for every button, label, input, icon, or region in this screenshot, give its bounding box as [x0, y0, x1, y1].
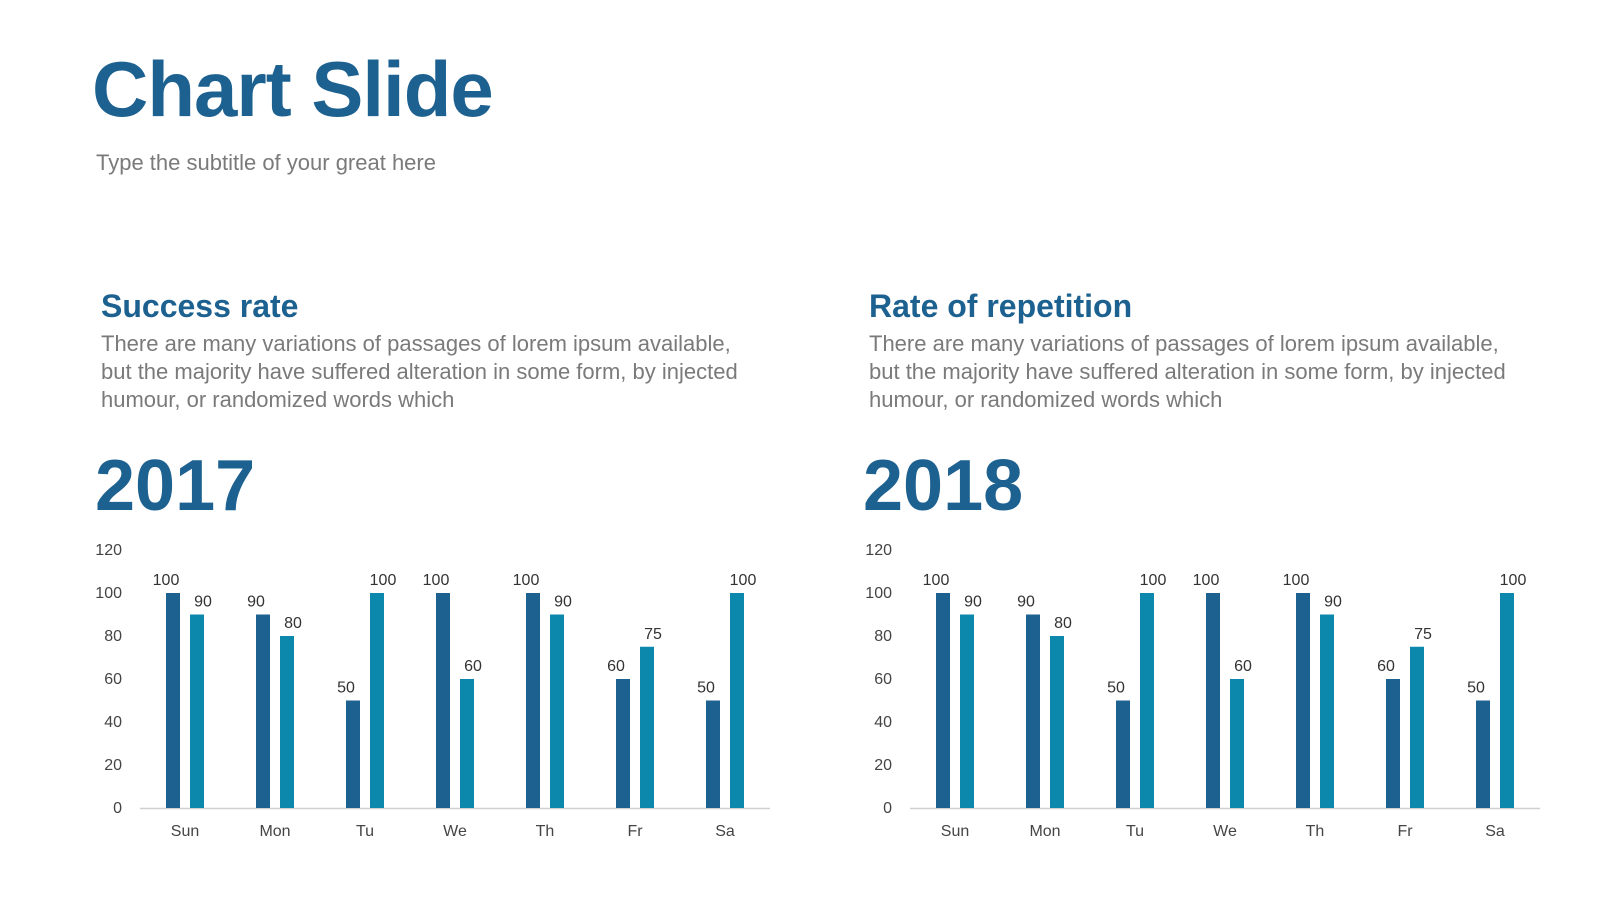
- data-label: 60: [1377, 658, 1395, 675]
- y-tick-label: 20: [874, 757, 892, 774]
- x-category-label: Sa: [715, 823, 735, 840]
- panel-year: 2017: [95, 446, 256, 526]
- bar: [1026, 614, 1040, 808]
- bar: [460, 679, 474, 808]
- bar-chart-2018: 0 20 40 60 80 100 120 100 90 Sun 90 80 Mon 50 100 Tu 100…: [865, 542, 1540, 840]
- x-category-label: Mon: [1029, 823, 1060, 840]
- bar: [1500, 593, 1514, 808]
- bar-chart-2017: 0 20 40 60 80 100 120 100 90 Sun 90 80 Mon 50 100 Tu 100…: [95, 542, 770, 840]
- data-label: 50: [1467, 680, 1485, 697]
- data-label: 100: [153, 572, 180, 589]
- data-label: 50: [337, 680, 355, 697]
- bar: [1320, 614, 1334, 808]
- y-tick-label: 60: [874, 671, 892, 688]
- data-label: 90: [194, 594, 212, 611]
- bar: [1386, 679, 1400, 808]
- bar: [1410, 646, 1424, 808]
- y-tick-label: 40: [104, 714, 122, 731]
- bar: [936, 593, 950, 808]
- data-label: 90: [1017, 594, 1035, 611]
- y-tick-label: 20: [104, 757, 122, 774]
- data-label: 60: [464, 658, 482, 675]
- panel-description: There are many variations of passages of…: [869, 331, 1506, 412]
- bar: [190, 614, 204, 808]
- y-tick-label: 0: [883, 800, 892, 817]
- bar: [616, 679, 630, 808]
- data-label: 90: [1324, 594, 1342, 611]
- data-label: 100: [513, 572, 540, 589]
- data-label: 90: [247, 594, 265, 611]
- data-label: 100: [923, 572, 950, 589]
- data-label: 100: [370, 572, 397, 589]
- y-tick-label: 120: [865, 542, 892, 559]
- data-label: 60: [607, 658, 625, 675]
- bar: [166, 593, 180, 808]
- bar: [640, 646, 654, 808]
- y-tick-label: 100: [95, 585, 122, 602]
- data-label: 100: [423, 572, 450, 589]
- x-category-label: Tu: [356, 823, 374, 840]
- data-label: 100: [730, 572, 757, 589]
- y-tick-label: 0: [113, 800, 122, 817]
- x-category-label: Tu: [1126, 823, 1144, 840]
- x-category-label: Fr: [1397, 823, 1413, 840]
- y-tick-label: 100: [865, 585, 892, 602]
- bar: [436, 593, 450, 808]
- x-category-label: Fr: [627, 823, 643, 840]
- data-label: 60: [1234, 658, 1252, 675]
- x-category-label: We: [443, 823, 467, 840]
- panel-heading: Rate of repetition: [869, 288, 1133, 324]
- x-category-label: Sun: [171, 823, 199, 840]
- data-label: 75: [644, 626, 662, 643]
- bar: [1230, 679, 1244, 808]
- slide-title: Chart Slide: [92, 45, 494, 133]
- x-category-label: Sa: [1485, 823, 1505, 840]
- x-category-label: Th: [1306, 823, 1325, 840]
- data-label: 100: [1283, 572, 1310, 589]
- y-tick-label: 80: [874, 628, 892, 645]
- bar: [1050, 636, 1064, 808]
- panel-success-rate: Success rate There are many variations o…: [95, 288, 791, 522]
- bar: [550, 614, 564, 808]
- data-label: 100: [1500, 572, 1527, 589]
- data-label: 90: [554, 594, 572, 611]
- y-tick-label: 60: [104, 671, 122, 688]
- bar: [526, 593, 540, 808]
- panel-year: 2018: [863, 446, 1024, 526]
- bar: [706, 700, 720, 808]
- panel-description: There are many variations of passages of…: [101, 331, 738, 412]
- slide-subtitle: Type the subtitle of your great here: [96, 150, 436, 175]
- x-category-label: Sun: [941, 823, 969, 840]
- data-label: 100: [1193, 572, 1220, 589]
- data-label: 100: [1140, 572, 1167, 589]
- x-category-label: Mon: [259, 823, 290, 840]
- bar: [346, 700, 360, 808]
- data-label: 80: [284, 615, 302, 632]
- data-label: 75: [1414, 626, 1432, 643]
- x-category-label: Th: [536, 823, 555, 840]
- data-label: 90: [964, 594, 982, 611]
- bar: [280, 636, 294, 808]
- x-category-label: We: [1213, 823, 1237, 840]
- panel-heading: Success rate: [101, 288, 299, 324]
- bar: [1116, 700, 1130, 808]
- panel-rate-of-repetition: Rate of repetition There are many variat…: [863, 288, 1559, 522]
- bar: [1140, 593, 1154, 808]
- bar: [1206, 593, 1220, 808]
- bar: [370, 593, 384, 808]
- bar: [1296, 593, 1310, 808]
- data-label: 50: [1107, 680, 1125, 697]
- y-tick-label: 80: [104, 628, 122, 645]
- y-tick-label: 40: [874, 714, 892, 731]
- bar: [960, 614, 974, 808]
- data-label: 80: [1054, 615, 1072, 632]
- bar: [1476, 700, 1490, 808]
- bar: [730, 593, 744, 808]
- data-label: 50: [697, 680, 715, 697]
- y-tick-label: 120: [95, 542, 122, 559]
- bar: [256, 614, 270, 808]
